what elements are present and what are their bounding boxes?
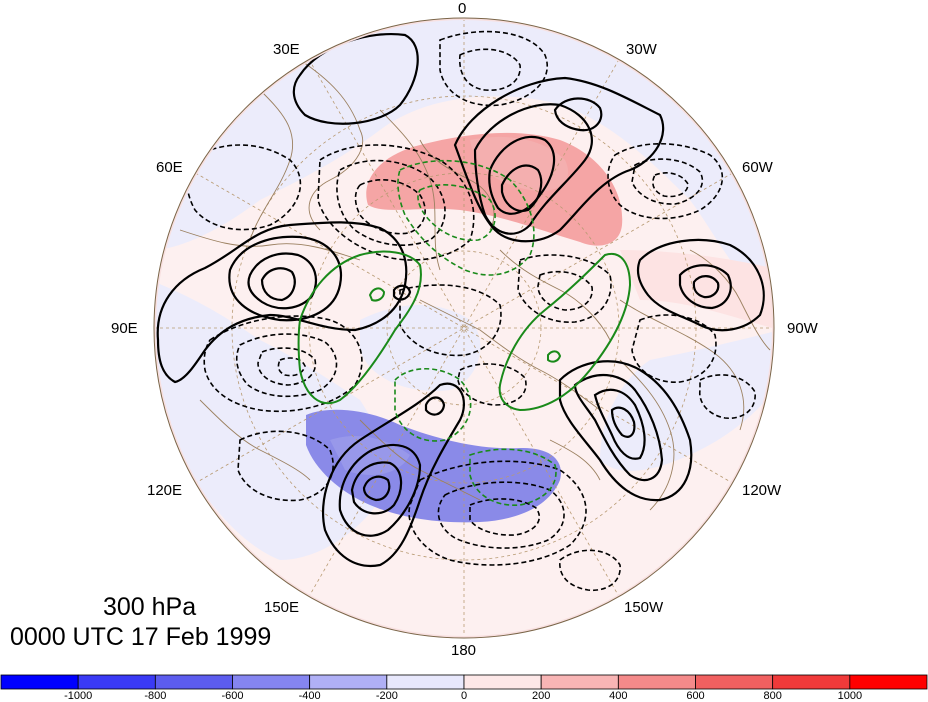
colorbar-bin	[772, 674, 851, 690]
colorbar-bin	[849, 674, 928, 690]
colorbar-tick-label: 400	[609, 690, 628, 702]
light-red-strip-east	[620, 250, 774, 330]
colorbar-tick-label: -400	[298, 690, 321, 702]
colorbar-tick-label: 0	[460, 690, 468, 702]
colorbar-bin	[232, 674, 311, 690]
colorbar-bin	[617, 674, 696, 690]
colorbar-bin	[154, 674, 233, 690]
colorbar-tick-label: -200	[375, 690, 398, 702]
label-150w: 150W	[624, 599, 664, 616]
positive-shading-core	[470, 136, 569, 191]
colorbar-tick-label: 800	[763, 690, 782, 702]
label-180: 180	[451, 642, 477, 659]
light-blue-region-center	[360, 305, 481, 391]
colorbar-bin	[540, 674, 619, 690]
colorbar-tick-label: -1000	[64, 690, 93, 702]
title-level: 300 hPa	[103, 593, 197, 621]
label-90w: 90W	[787, 320, 818, 337]
light-blue-region-north	[154, 18, 774, 300]
colorbar-bin	[386, 674, 465, 690]
negative-contours	[185, 30, 756, 592]
label-30e: 30E	[273, 41, 300, 58]
green-contours	[297, 250, 632, 412]
colorbar-tick-label: -600	[221, 690, 244, 702]
label-120w: 120W	[742, 482, 782, 499]
colorbar-bin	[0, 674, 79, 690]
colorbar-tick-label: 1000	[837, 690, 863, 702]
map-disk	[154, 18, 774, 638]
colorbar-bin	[309, 674, 388, 690]
colorbar-bin	[463, 674, 542, 690]
colorbar-bin	[695, 674, 774, 690]
map-boundary	[153, 17, 775, 639]
colorbar-tick-label: -800	[144, 690, 167, 702]
label-150e: 150E	[264, 599, 300, 616]
rim-tint	[154, 18, 774, 638]
colorbar-bin	[77, 674, 156, 690]
colorbar-tick-label: 200	[531, 690, 551, 702]
green-dashed-contours	[394, 159, 557, 506]
label-30w: 30W	[626, 41, 657, 58]
title-time: 0000 UTC 17 Feb 1999	[10, 623, 272, 651]
coastlines	[179, 59, 771, 511]
colorbar	[0, 674, 928, 690]
label-60e: 60E	[156, 159, 183, 176]
label-0: 0	[458, 0, 467, 17]
label-60w: 60W	[742, 159, 773, 176]
colorbar-tick-label: 600	[686, 690, 705, 702]
label-120e: 120E	[147, 482, 183, 499]
label-90e: 90E	[111, 320, 138, 337]
